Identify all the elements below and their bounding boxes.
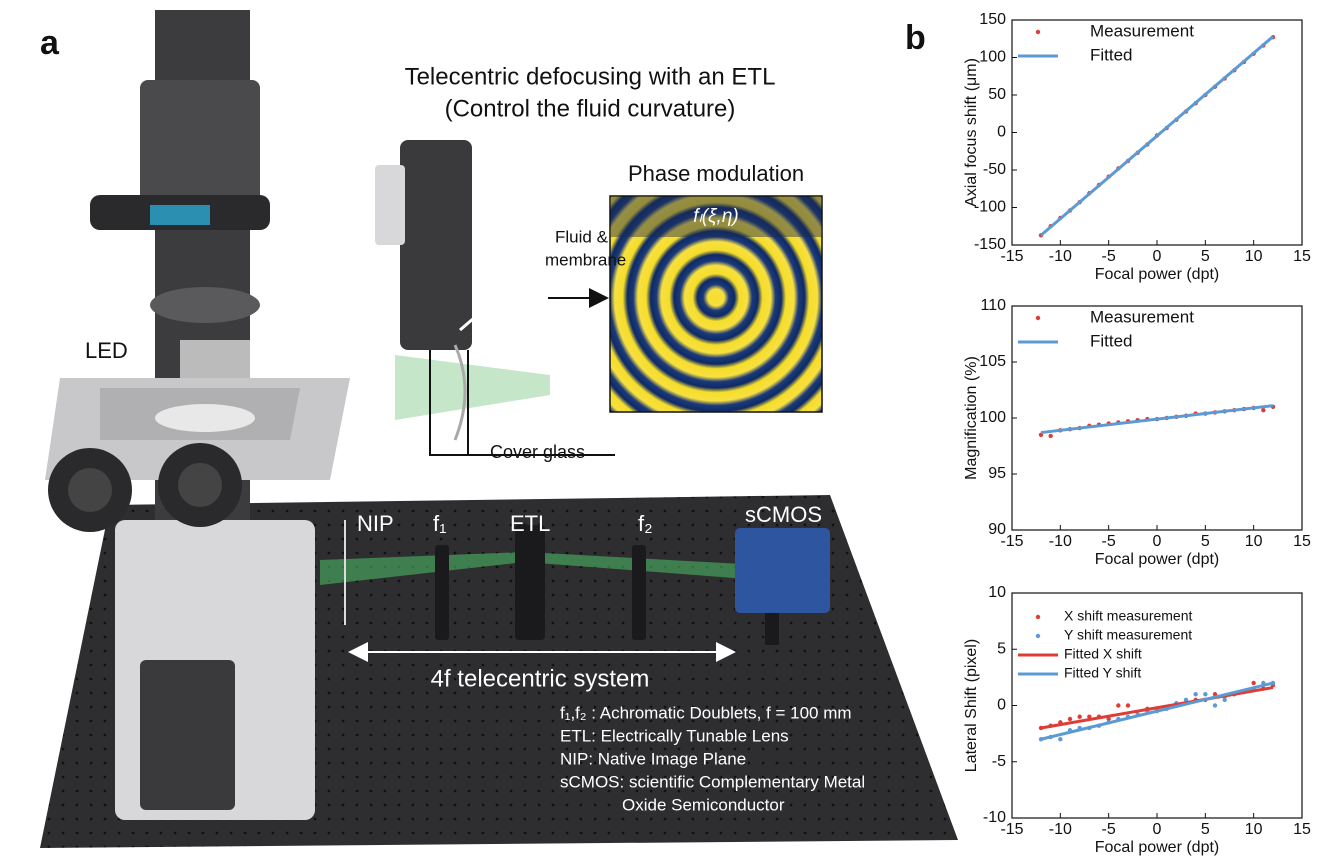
data-point <box>1213 703 1217 707</box>
data-point <box>1251 681 1255 685</box>
y-tick-label: 150 <box>979 11 1006 28</box>
fit-line <box>1041 37 1273 236</box>
note: ETL: Electrically Tunable Lens <box>560 726 789 745</box>
x-tick-label: 10 <box>1245 533 1263 550</box>
x-axis-label: Focal power (dpt) <box>1095 551 1220 568</box>
x-tick-label: -5 <box>1102 533 1116 550</box>
legend-marker <box>1036 634 1040 638</box>
data-point <box>1077 715 1081 719</box>
legend-marker <box>1036 316 1040 320</box>
x-tick-label: -5 <box>1102 821 1116 838</box>
fit-line <box>1041 406 1273 433</box>
y-tick-label: 0 <box>997 697 1006 714</box>
led-label: LED <box>85 338 128 363</box>
y-tick-label: 105 <box>979 353 1006 370</box>
x-tick-label: -10 <box>1049 248 1072 265</box>
data-point <box>1222 698 1226 702</box>
y-tick-label: 100 <box>979 49 1006 66</box>
plot-frame <box>1012 20 1302 245</box>
y-tick-label: -50 <box>983 161 1006 178</box>
data-point <box>1058 737 1062 741</box>
note: sCMOS: scientific Complementary Metal <box>560 772 865 791</box>
fluid-label: Fluid & <box>555 227 609 246</box>
legend-label: X shift measurement <box>1064 608 1192 624</box>
data-point <box>1126 703 1130 707</box>
f2-label: f₂ <box>638 511 653 536</box>
legend-label: Measurement <box>1090 307 1194 326</box>
etl-label: ETL <box>510 511 550 536</box>
x-tick-label: -10 <box>1049 821 1072 838</box>
note: f₁,f₂ : Achromatic Doublets, f = 100 mm <box>560 703 852 722</box>
y-axis-label: Magnification (%) <box>963 356 980 480</box>
note: Oxide Semiconductor <box>622 795 785 814</box>
figure: a b Telecentric defocusing with an ETL (… <box>0 0 1318 865</box>
x-tick-label: 5 <box>1201 821 1210 838</box>
data-point <box>1048 434 1052 438</box>
fluid-label: membrane <box>545 250 626 269</box>
cover-glass-label: Cover glass <box>490 442 585 462</box>
y-tick-label: -150 <box>974 236 1006 253</box>
legend-label: Fitted Y shift <box>1064 665 1141 681</box>
y-tick-label: 95 <box>988 465 1006 482</box>
x-tick-label: 5 <box>1201 533 1210 550</box>
x-axis-label: Focal power (dpt) <box>1095 266 1220 283</box>
system-label: 4f telecentric system <box>431 665 650 692</box>
y-tick-label: -5 <box>992 753 1006 770</box>
x-tick-label: 10 <box>1245 821 1263 838</box>
note: NIP: Native Image Plane <box>560 749 746 768</box>
panel-label: b <box>905 19 926 57</box>
x-tick-label: 5 <box>1201 248 1210 265</box>
nip-label: NIP <box>357 511 394 536</box>
data-point <box>1068 717 1072 721</box>
y-tick-label: 5 <box>997 640 1006 657</box>
data-point <box>1203 692 1207 696</box>
fit-line <box>1041 688 1273 729</box>
legend-label: Y shift measurement <box>1064 627 1192 643</box>
x-tick-label: 0 <box>1153 533 1162 550</box>
y-tick-label: 10 <box>988 584 1006 601</box>
inset-subtitle: (Control the fluid curvature) <box>445 95 736 122</box>
x-tick-label: -5 <box>1102 248 1116 265</box>
inset-title: Telecentric defocusing with an ETL <box>405 63 776 90</box>
panel-label: a <box>40 24 60 62</box>
y-tick-label: 0 <box>997 124 1006 141</box>
legend-marker <box>1036 615 1040 619</box>
f1-label: f₁ <box>433 511 447 536</box>
data-point <box>1261 408 1265 412</box>
legend-marker <box>1036 30 1040 34</box>
legend-label: Fitted <box>1090 45 1133 64</box>
x-tick-label: 15 <box>1293 821 1311 838</box>
x-tick-label: -10 <box>1049 533 1072 550</box>
scmos-camera <box>735 528 830 613</box>
y-axis-label: Axial focus shift (μm) <box>963 58 980 207</box>
y-tick-label: 50 <box>988 86 1006 103</box>
data-point <box>1193 692 1197 696</box>
y-tick-label: 100 <box>979 409 1006 426</box>
x-tick-label: 15 <box>1293 533 1311 550</box>
phase-title: Phase modulation <box>628 161 804 186</box>
legend-label: Measurement <box>1090 21 1194 40</box>
x-tick-label: 0 <box>1153 821 1162 838</box>
legend-label: Fitted <box>1090 331 1133 350</box>
data-point <box>1116 703 1120 707</box>
x-tick-label: 0 <box>1153 248 1162 265</box>
y-tick-label: -10 <box>983 809 1006 826</box>
legend-label: Fitted X shift <box>1064 646 1142 662</box>
x-tick-label: 15 <box>1293 248 1311 265</box>
y-tick-label: 110 <box>980 297 1006 314</box>
y-tick-label: 90 <box>988 521 1006 538</box>
y-axis-label: Lateral Shift (pixel) <box>963 639 980 772</box>
phase-formula: fₗ(ξ,η) <box>693 206 738 227</box>
x-tick-label: 10 <box>1245 248 1263 265</box>
scmos-label: sCMOS <box>745 502 822 527</box>
x-axis-label: Focal power (dpt) <box>1095 839 1220 856</box>
fit-line <box>1041 683 1273 739</box>
